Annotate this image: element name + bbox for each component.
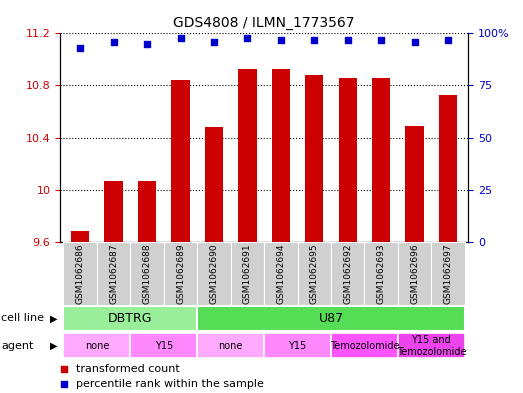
- Bar: [338, 78, 357, 242]
- Bar: [305, 75, 323, 242]
- Title: GDS4808 / ILMN_1773567: GDS4808 / ILMN_1773567: [173, 16, 355, 29]
- Text: GSM1062687: GSM1062687: [109, 244, 118, 304]
- Text: GSM1062688: GSM1062688: [143, 244, 152, 304]
- Bar: [405, 126, 424, 242]
- Text: GSM1062691: GSM1062691: [243, 244, 252, 304]
- Text: GSM1062692: GSM1062692: [343, 244, 352, 304]
- Bar: [164, 242, 197, 305]
- Text: GSM1062694: GSM1062694: [276, 244, 286, 304]
- Text: GSM1062686: GSM1062686: [76, 244, 85, 304]
- Bar: [298, 242, 331, 305]
- Bar: [97, 242, 130, 305]
- Point: [310, 37, 319, 43]
- Point: [444, 37, 452, 43]
- Bar: [439, 95, 457, 242]
- Bar: [71, 231, 89, 242]
- Bar: [197, 242, 231, 305]
- Text: agent: agent: [1, 341, 33, 351]
- Bar: [365, 242, 398, 305]
- Bar: [63, 306, 197, 331]
- Bar: [63, 333, 130, 358]
- Bar: [205, 127, 223, 242]
- Text: ▶: ▶: [50, 313, 58, 323]
- Point: [277, 37, 285, 43]
- Bar: [172, 80, 190, 242]
- Point: [210, 39, 218, 45]
- Bar: [398, 242, 431, 305]
- Text: Temozolomide: Temozolomide: [329, 341, 399, 351]
- Bar: [264, 242, 298, 305]
- Text: Y15 and
Temozolomide: Y15 and Temozolomide: [396, 335, 466, 356]
- Text: GSM1062696: GSM1062696: [410, 244, 419, 304]
- Point: [60, 366, 69, 372]
- Text: none: none: [85, 341, 109, 351]
- Point: [176, 35, 185, 41]
- Bar: [331, 333, 398, 358]
- Bar: [130, 242, 164, 305]
- Text: none: none: [219, 341, 243, 351]
- Bar: [63, 242, 97, 305]
- Text: transformed count: transformed count: [76, 364, 180, 374]
- Text: Y15: Y15: [155, 341, 173, 351]
- Text: GSM1062690: GSM1062690: [209, 244, 219, 304]
- Point: [243, 35, 252, 41]
- Text: GSM1062697: GSM1062697: [444, 244, 452, 304]
- Text: GSM1062689: GSM1062689: [176, 244, 185, 304]
- Bar: [398, 333, 465, 358]
- Bar: [105, 180, 123, 242]
- Bar: [271, 68, 290, 242]
- Point: [60, 380, 69, 387]
- Point: [377, 37, 385, 43]
- Bar: [431, 242, 465, 305]
- Bar: [372, 78, 390, 242]
- Text: U87: U87: [319, 312, 344, 325]
- Point: [344, 37, 352, 43]
- Bar: [238, 68, 257, 242]
- Bar: [197, 306, 465, 331]
- Point: [143, 40, 151, 47]
- Text: GSM1062695: GSM1062695: [310, 244, 319, 304]
- Point: [76, 45, 84, 51]
- Text: DBTRG: DBTRG: [108, 312, 153, 325]
- Text: ▶: ▶: [50, 341, 58, 351]
- Text: Y15: Y15: [288, 341, 306, 351]
- Bar: [197, 333, 264, 358]
- Text: cell line: cell line: [1, 313, 44, 323]
- Bar: [331, 242, 365, 305]
- Text: GSM1062693: GSM1062693: [377, 244, 385, 304]
- Bar: [130, 333, 197, 358]
- Point: [109, 39, 118, 45]
- Bar: [138, 180, 156, 242]
- Text: percentile rank within the sample: percentile rank within the sample: [76, 378, 264, 389]
- Bar: [264, 333, 331, 358]
- Bar: [231, 242, 264, 305]
- Point: [411, 39, 419, 45]
